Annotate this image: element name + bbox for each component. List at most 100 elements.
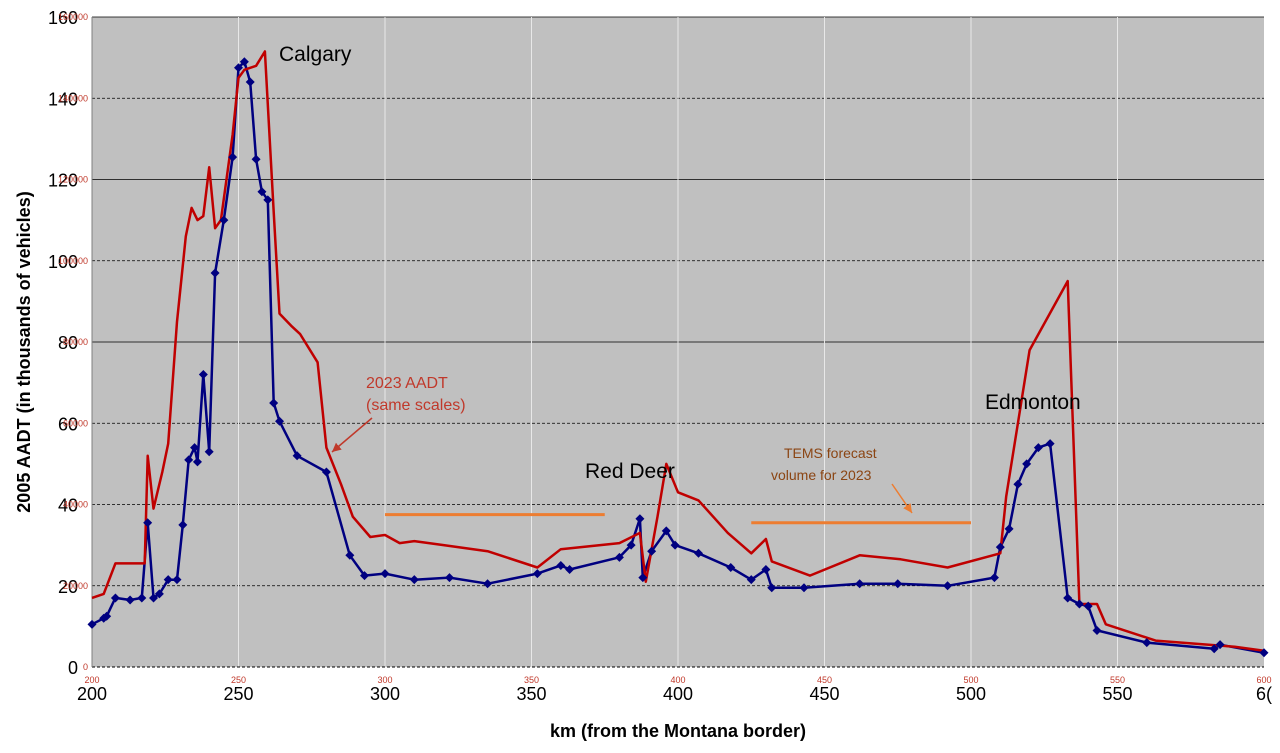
x-tick-label: 500 [956, 684, 986, 704]
data-point-marker [178, 520, 188, 530]
x-tick-label: 300 [370, 684, 400, 704]
x-tick-label-secondary: 600 [1256, 675, 1271, 685]
data-point-marker [995, 542, 1005, 552]
x-tick-label-secondary: 300 [377, 675, 392, 685]
data-point-marker [1083, 601, 1093, 611]
data-point-marker [761, 565, 771, 574]
x-tick-label-secondary: 350 [524, 675, 539, 685]
data-point-marker [444, 573, 454, 583]
data-point-marker [269, 398, 279, 408]
data-point-marker [143, 518, 153, 528]
data-point-marker [87, 619, 97, 629]
data-point-marker [1004, 524, 1014, 534]
y-tick-label-secondary: 40000 [63, 500, 88, 510]
data-point-marker [102, 611, 112, 621]
x-tick-label: 250 [223, 684, 253, 704]
grid [91, 16, 1264, 668]
data-point-marker [219, 215, 229, 225]
x-tick-label: 550 [1102, 684, 1132, 704]
tems-lines [385, 513, 971, 525]
data-point-marker [292, 451, 302, 461]
data-point-marker [149, 593, 159, 603]
x-tick-label-secondary: 500 [963, 675, 978, 685]
y-tick-label: 0 [68, 658, 78, 678]
data-point-marker [626, 540, 636, 550]
series-markers [87, 57, 1269, 658]
series-lines [91, 50, 1265, 655]
data-point-marker [638, 573, 648, 583]
data-point-marker [380, 569, 390, 579]
y-tick-label-secondary: 120000 [58, 175, 88, 185]
data-point-marker [234, 63, 243, 73]
tems-annotation-line1: TEMS forecast [784, 445, 877, 461]
y-tick-label-secondary: 140000 [58, 93, 88, 103]
edmonton-label: Edmonton [985, 391, 1081, 414]
y-tick-label: 160 [48, 8, 78, 28]
data-point-marker [198, 370, 208, 379]
data-point-marker [1022, 459, 1032, 469]
data-point-marker [110, 593, 120, 603]
aadt-2023-annotation-line1: 2023 AADT [366, 375, 448, 392]
data-point-marker [893, 579, 903, 589]
data-point-marker [670, 540, 680, 550]
x-tick-label: 6( [1256, 684, 1272, 704]
data-point-marker [635, 514, 645, 524]
aadt-2023-annotation-line2: (same scales) [366, 397, 466, 414]
y-tick-label: 80 [58, 333, 78, 353]
data-point-marker [799, 583, 809, 593]
x-tick-label-secondary: 550 [1110, 675, 1125, 685]
data-point-marker [532, 569, 542, 579]
data-point-marker [1033, 443, 1043, 453]
y-tick-label-secondary: 20000 [63, 581, 88, 591]
data-point-marker [184, 455, 194, 465]
data-point-marker [1063, 593, 1073, 603]
x-tick-label-secondary: 400 [670, 675, 685, 685]
data-point-marker [1013, 479, 1023, 489]
aadt-2023-arrow [331, 417, 373, 453]
data-point-marker [245, 77, 255, 87]
data-point-marker [855, 579, 865, 589]
data-point-marker [1259, 648, 1269, 658]
x-tick-label: 400 [663, 684, 693, 704]
data-point-marker [154, 589, 164, 599]
x-tick-label-secondary: 450 [817, 675, 832, 685]
series-line-aadt_2023 [91, 50, 1265, 653]
data-point-marker [321, 467, 331, 477]
data-point-marker [1074, 599, 1084, 609]
data-point-marker [767, 583, 777, 593]
y-tick-label: 20 [58, 577, 78, 597]
data-point-marker [210, 268, 220, 278]
x-tick-label-secondary: 200 [84, 675, 99, 685]
data-point-marker [190, 443, 200, 453]
y-tick-label: 140 [48, 89, 78, 109]
data-point-marker [1092, 625, 1102, 635]
data-point-marker [483, 579, 493, 589]
y-tick-label-secondary: 100000 [58, 256, 88, 266]
data-point-marker [125, 595, 135, 605]
data-point-marker [614, 552, 624, 562]
x-tick-label-secondary: 250 [231, 675, 246, 685]
data-point-marker [163, 575, 173, 585]
data-point-marker [1142, 638, 1152, 648]
y-tick-label-secondary: 0 [83, 662, 88, 672]
data-point-marker [726, 562, 736, 572]
data-point-marker [943, 581, 953, 591]
red-deer-label: Red Deer [585, 460, 675, 483]
data-point-marker [746, 575, 756, 585]
data-point-marker [137, 593, 147, 603]
data-point-marker [257, 187, 267, 197]
data-point-marker [565, 565, 575, 574]
data-point-marker [345, 550, 355, 560]
x-axis-title: km (from the Montana border) [550, 721, 806, 741]
data-point-marker [251, 154, 261, 164]
y-tick-label-secondary: 60000 [63, 418, 88, 428]
data-point-marker [661, 526, 671, 536]
x-tick-label: 200 [77, 684, 107, 704]
data-point-marker [694, 548, 704, 558]
data-point-marker [192, 457, 202, 467]
data-point-marker [1209, 644, 1219, 654]
data-point-marker [647, 546, 657, 556]
data-point-marker [1215, 640, 1225, 650]
